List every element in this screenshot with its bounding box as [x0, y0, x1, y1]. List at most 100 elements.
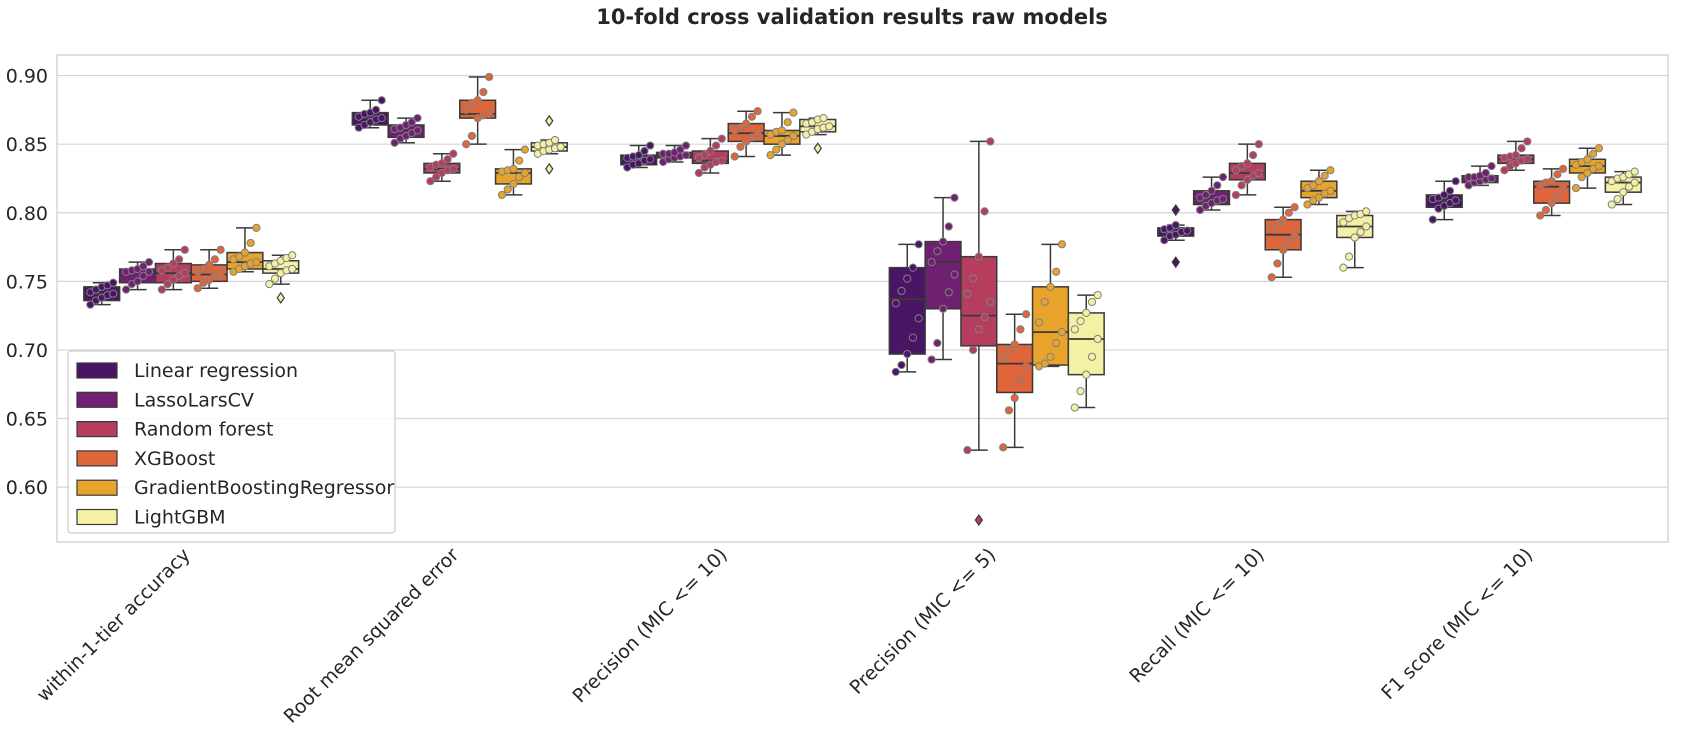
data-point — [1451, 177, 1460, 186]
y-axis-tick-labels: 0.90 0.85 0.80 0.75 0.70 0.65 0.60 — [6, 66, 48, 500]
data-point — [1583, 155, 1592, 164]
data-point — [1362, 222, 1371, 231]
data-point — [694, 168, 703, 178]
data-point — [377, 114, 386, 123]
data-point — [216, 245, 225, 254]
data-point — [240, 248, 250, 257]
y-tick-label: 0.75 — [6, 271, 48, 293]
data-point — [1339, 263, 1348, 272]
data-point — [432, 172, 441, 182]
data-point — [1218, 172, 1228, 182]
outlier-marker — [545, 114, 554, 127]
data-point — [1559, 182, 1568, 191]
data-point — [163, 279, 172, 289]
legend-label: XGBoost — [134, 448, 215, 470]
box-lightgbm-within-1-tier-accuracy — [262, 251, 300, 304]
data-point — [1254, 168, 1263, 178]
data-point — [1273, 219, 1282, 228]
data-point — [736, 142, 745, 152]
data-point — [443, 155, 452, 164]
data-point — [772, 145, 781, 154]
data-point — [1541, 205, 1551, 215]
data-point — [205, 275, 214, 285]
data-point — [1087, 352, 1097, 361]
data-point — [903, 274, 912, 283]
data-point — [180, 245, 189, 254]
data-point — [730, 152, 739, 161]
data-point — [742, 119, 751, 128]
data-point — [1547, 199, 1556, 208]
data-point — [646, 155, 655, 164]
data-point — [144, 267, 154, 276]
data-point — [485, 109, 494, 119]
data-point — [783, 135, 792, 145]
data-point — [914, 314, 923, 323]
box-gradientboostingregressor-within-1-tier-accuracy — [226, 223, 264, 276]
y-tick-label: 0.70 — [6, 340, 48, 362]
data-point — [950, 193, 959, 202]
data-point — [819, 114, 828, 123]
data-point — [1326, 166, 1335, 175]
data-point — [163, 263, 172, 272]
data-point — [903, 349, 912, 359]
data-point — [1607, 200, 1616, 209]
legend-frame — [67, 350, 396, 534]
data-point — [908, 333, 918, 342]
y-tick-label: 0.80 — [6, 203, 48, 225]
box-linear-regression-recall-mic-10 — [1157, 203, 1195, 269]
legend-label: LightGBM — [134, 507, 226, 529]
gridlines — [57, 74, 1668, 488]
data-point — [1553, 170, 1562, 179]
data-point — [479, 87, 488, 97]
data-point — [999, 354, 1008, 363]
data-point — [1511, 151, 1520, 160]
data-point — [1314, 193, 1324, 202]
data-point — [210, 255, 219, 264]
legend-label: Linear regression — [134, 360, 298, 382]
data-point — [1559, 164, 1568, 173]
box-random-forest-recall-mic-10 — [1228, 140, 1266, 200]
data-point — [390, 138, 399, 147]
data-point — [270, 274, 280, 283]
data-point — [1547, 177, 1556, 186]
data-point — [1160, 236, 1169, 245]
data-point — [1339, 218, 1348, 227]
data-point — [736, 123, 745, 132]
data-point — [640, 146, 649, 156]
box-lightgbm-precision-mic-5 — [1067, 290, 1105, 412]
data-point — [1076, 386, 1085, 396]
box-lassolarscv-precision-mic-10 — [655, 141, 694, 167]
x-tick-label: F1 score (MIC <= 10) — [1377, 544, 1537, 704]
data-point — [1344, 252, 1354, 261]
data-point — [1279, 245, 1288, 254]
legend-swatch — [76, 450, 118, 467]
y-tick-label: 0.85 — [6, 134, 48, 156]
outlier-marker — [1171, 256, 1180, 269]
series-lassolarscv — [118, 114, 1499, 364]
data-point — [974, 252, 983, 261]
data-point — [1362, 207, 1371, 216]
data-point — [980, 207, 989, 216]
series-lightgbm — [262, 114, 1642, 412]
data-point — [747, 112, 756, 121]
data-point — [1517, 144, 1526, 153]
data-point — [503, 185, 512, 194]
y-tick-label: 0.90 — [6, 66, 48, 88]
data-point — [897, 286, 906, 296]
data-point — [246, 238, 255, 248]
box-linear-regression-root-mean-squared-error — [351, 96, 389, 132]
x-axis-tick-labels: within-1-tier accuracy Root mean squared … — [33, 544, 1538, 728]
box-lassolarscv-root-mean-squared-error — [387, 114, 425, 147]
box-lassolarscv-f1-score-mic-10 — [1461, 162, 1499, 190]
series-xgboost — [190, 72, 1571, 452]
data-point — [252, 258, 261, 267]
data-point — [938, 304, 948, 313]
data-point — [515, 156, 524, 165]
data-point — [676, 145, 685, 154]
data-point — [1070, 403, 1079, 412]
data-point — [121, 285, 131, 294]
data-point — [413, 114, 422, 123]
y-tick-label: 0.65 — [6, 409, 48, 431]
data-point — [1010, 393, 1019, 403]
data-point — [950, 270, 959, 279]
